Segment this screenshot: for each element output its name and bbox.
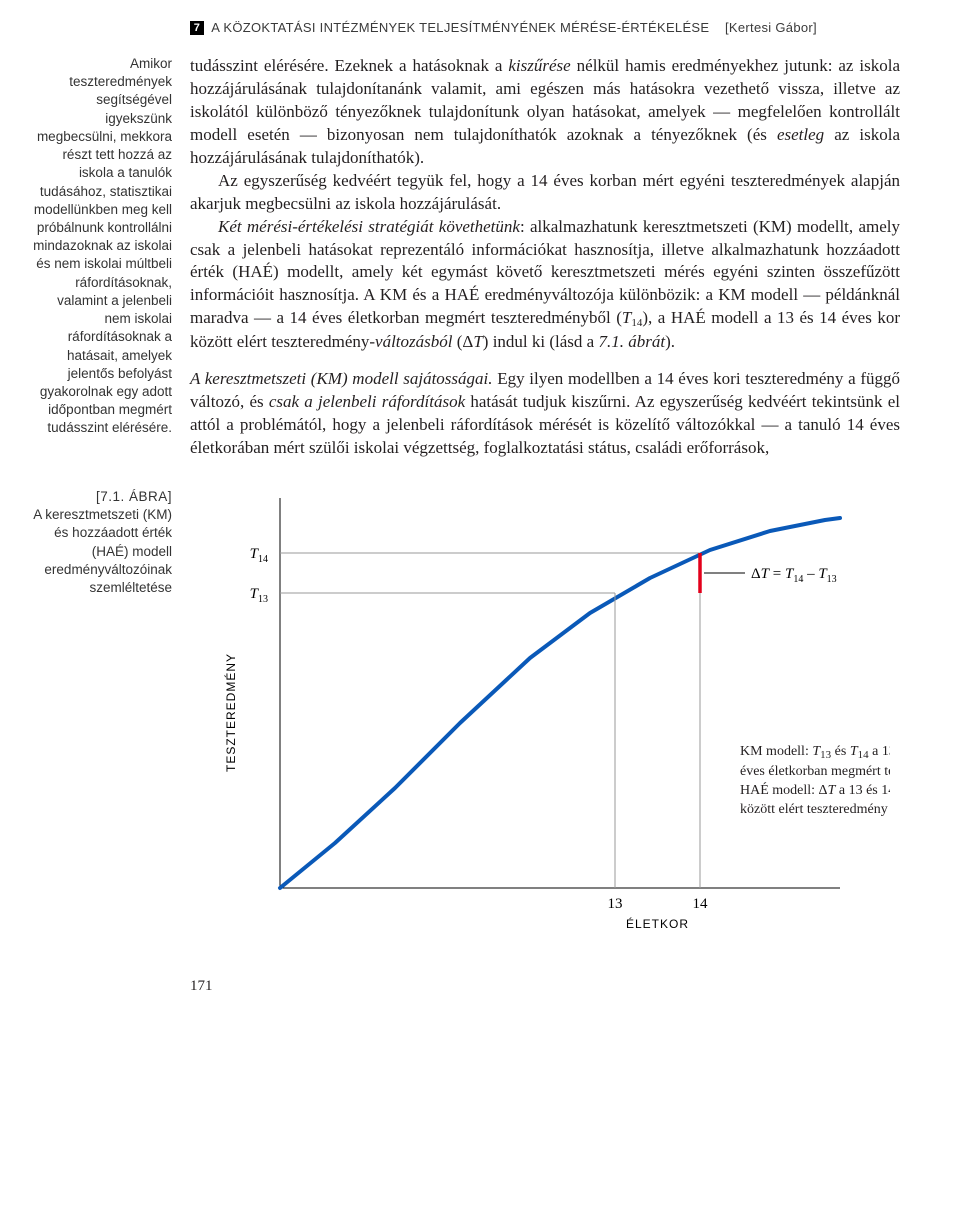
svg-text:T13: T13 bbox=[250, 586, 268, 605]
paragraph: Két mérési-értékelési stratégiát követhe… bbox=[190, 216, 900, 355]
svg-text:ΔT = T14 – T13: ΔT = T14 – T13 bbox=[751, 566, 837, 585]
running-head: 7 A KÖZOKTATÁSI INTÉZMÉNYEK TELJESÍTMÉNY… bbox=[190, 20, 900, 35]
figure-caption-text: A keresztmetszeti (KM) és hozzáadott ért… bbox=[30, 506, 172, 597]
chapter-number-badge: 7 bbox=[190, 21, 204, 35]
svg-text:13: 13 bbox=[608, 896, 623, 912]
figure-area: ΔT = T14 – T13 T14 T13 13 14 ÉLETKOR TESZTERED… bbox=[190, 488, 900, 948]
body-text: tudásszint elérésére. Ezeknek a hatásokn… bbox=[190, 55, 900, 460]
page-number: 171 bbox=[190, 978, 900, 995]
svg-text:ÉLETKOR: ÉLETKOR bbox=[626, 916, 689, 931]
svg-text:14: 14 bbox=[693, 896, 709, 912]
paragraph: Az egyszerűség kedvéért tegyük fel, hogy… bbox=[190, 170, 900, 216]
svg-text:T14: T14 bbox=[250, 546, 268, 565]
svg-text:TESZTEREDMÉNY: TESZTEREDMÉNY bbox=[223, 653, 238, 772]
margin-note: Amikor teszteredmények segítségével igye… bbox=[30, 55, 190, 438]
paragraph: A keresztmetszeti (KM) modell sajátosság… bbox=[190, 368, 900, 460]
km-hae-chart: ΔT = T14 – T13 T14 T13 13 14 ÉLETKOR TESZTERED… bbox=[190, 488, 890, 948]
chapter-title: A KÖZOKTATÁSI INTÉZMÉNYEK TELJESÍTMÉNYÉN… bbox=[211, 20, 709, 35]
figure-caption: [7.1. ÁBRA] A keresztmetszeti (KM) és ho… bbox=[30, 488, 190, 597]
chapter-author: [Kertesi Gábor] bbox=[725, 20, 817, 35]
figure-label: [7.1. ÁBRA] bbox=[30, 488, 172, 506]
paragraph: tudásszint elérésére. Ezeknek a hatásokn… bbox=[190, 55, 900, 170]
